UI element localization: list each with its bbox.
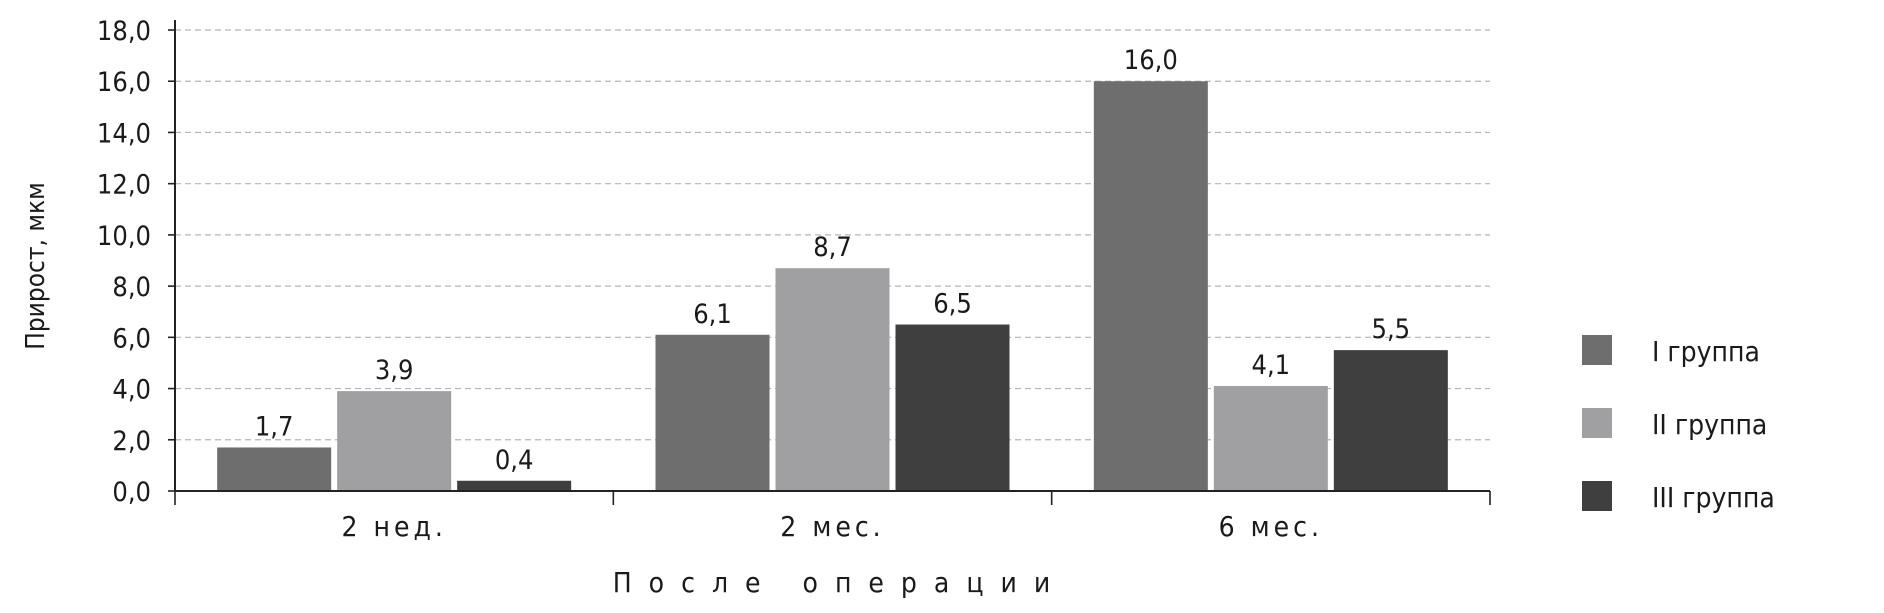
y-tick-label: 4,0 (112, 375, 151, 406)
legend-swatch (1582, 335, 1612, 365)
bar (457, 480, 572, 491)
bar-value-label: 1,7 (255, 411, 294, 442)
bar (655, 334, 770, 491)
bar-value-label: 8,7 (813, 232, 852, 263)
y-tick-label: 12,0 (97, 170, 151, 201)
value-labels: 1,7 3,9 0,4 6,1 8,7 6,5 16,0 4,1 5,5 (255, 45, 1410, 476)
x-axis-title: После операции (613, 566, 1068, 599)
bar-value-label: 0,4 (495, 445, 534, 476)
legend-swatch (1582, 481, 1612, 511)
bar-value-label: 5,5 (1372, 314, 1411, 345)
bar (1333, 350, 1448, 491)
y-tick-label: 2,0 (112, 426, 151, 457)
bar (895, 324, 1010, 491)
axes: 0,0 2,0 4,0 6,0 8,0 10,0 12,0 14,0 16,0 18,0 2 нед… (97, 16, 1491, 543)
bar (1213, 385, 1328, 491)
bar (775, 268, 890, 491)
x-tick-label: 2 нед. (341, 510, 446, 543)
legend-label: III группа (1652, 481, 1775, 514)
bar-value-label: 6,5 (933, 289, 972, 320)
legend-swatch (1582, 408, 1612, 438)
y-tick-label: 14,0 (97, 118, 151, 149)
bars (217, 81, 1448, 491)
bar-value-label: 3,9 (375, 355, 414, 386)
x-tick-label: 6 мес. (1219, 510, 1323, 543)
y-axis-title: Прирост, мкм (21, 182, 51, 350)
bar-value-label: 4,1 (1252, 350, 1291, 381)
y-tick-label: 10,0 (97, 221, 151, 252)
bar (217, 447, 332, 491)
bar-value-label: 16,0 (1124, 45, 1178, 76)
y-tick-label: 0,0 (112, 477, 151, 508)
bar (1093, 81, 1208, 491)
y-tick-label: 8,0 (112, 272, 151, 303)
x-tick-label: 2 мес. (780, 510, 884, 543)
legend-label: II группа (1652, 408, 1767, 441)
y-tick-label: 16,0 (97, 67, 151, 98)
legend-label: I группа (1652, 335, 1760, 368)
bar-value-label: 6,1 (693, 299, 732, 330)
y-tick-label: 6,0 (112, 323, 151, 354)
bar (337, 391, 452, 491)
legend: I группа II группа III группа (1582, 335, 1775, 514)
y-tick-label: 18,0 (97, 16, 151, 47)
